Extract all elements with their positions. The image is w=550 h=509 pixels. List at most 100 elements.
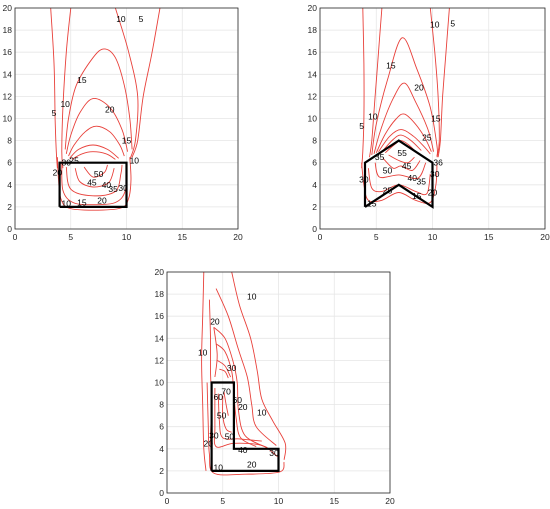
- contour-label: 5: [52, 108, 57, 118]
- y-tick-label: 20: [308, 3, 318, 13]
- y-tick-label: 16: [155, 311, 165, 321]
- contour-line-15: [64, 48, 133, 150]
- contour-line-10: [114, 7, 139, 160]
- contour-line-30: [213, 326, 268, 449]
- axes-box: [14, 7, 239, 230]
- contour-label: 15: [386, 60, 396, 70]
- x-tick-label: 20: [540, 232, 550, 242]
- contour-label: 5: [359, 121, 364, 131]
- contour-label: 50: [383, 165, 393, 175]
- contour-line-30: [378, 129, 431, 155]
- contour-line-60: [219, 368, 229, 379]
- contour-label: 20: [238, 402, 248, 412]
- contour-label: 10: [214, 463, 224, 473]
- contour-label: 30: [269, 448, 279, 458]
- contour-label: 30: [359, 174, 369, 184]
- contour-line-20: [373, 82, 435, 155]
- contour-line-5: [437, 7, 450, 158]
- shape-outline: [58, 161, 128, 208]
- y-tick-label: 4: [7, 180, 12, 190]
- contour-line-5: [131, 7, 161, 158]
- y-tick-label: 14: [155, 333, 165, 343]
- contour-label: 10: [247, 291, 257, 301]
- contour-line-10: [201, 271, 207, 471]
- y-tick-label: 2: [159, 466, 164, 476]
- contour-line-35: [65, 164, 123, 197]
- x-tick-label: 0: [13, 232, 18, 242]
- contour-label: 35: [417, 176, 427, 186]
- y-tick-label: 2: [312, 202, 317, 212]
- contour-label: 10: [62, 199, 72, 209]
- contour-line-50: [388, 154, 415, 164]
- contour-label: 60: [233, 395, 243, 405]
- x-tick-label: 10: [122, 232, 132, 242]
- contour-label: 60: [214, 392, 224, 402]
- contour-label: 20: [247, 459, 257, 469]
- contour-line-40: [217, 393, 262, 442]
- x-tick-label: 10: [428, 232, 438, 242]
- y-tick-label: 12: [308, 91, 318, 101]
- y-tick-label: 20: [155, 267, 165, 277]
- contour-line-35: [71, 151, 116, 160]
- contour-label: 50: [94, 169, 104, 179]
- contour-label: 10: [368, 111, 378, 121]
- contour-label: 35: [375, 152, 385, 162]
- contour-label: 25: [422, 132, 432, 142]
- contour-line-50: [83, 164, 108, 178]
- contour-label: 10: [430, 20, 440, 30]
- shape-outline: [210, 381, 280, 472]
- contour-label: 25: [383, 185, 393, 195]
- contour-plot-rectangle: 5 10 15 10 5 20 15 10 30 25 20 50 45 40 35 30 20 15 10 0 5 10…: [0, 0, 250, 250]
- contour-label: 15: [77, 75, 87, 85]
- contour-label: 5: [139, 14, 144, 24]
- contour-label: 20: [428, 188, 438, 198]
- contour-line-35: [374, 162, 427, 180]
- contour-label: 10: [198, 348, 208, 358]
- contour-label: 10: [130, 155, 140, 165]
- contour-label: 20: [210, 317, 220, 327]
- y-tick-label: 4: [159, 444, 164, 454]
- contour-label: 50: [217, 411, 227, 421]
- contour-label: 50: [225, 432, 235, 442]
- y-tick-label: 14: [3, 69, 13, 79]
- contour-label: 5: [450, 18, 455, 28]
- contour-line-15: [371, 37, 438, 157]
- contour-label: 70: [221, 386, 231, 396]
- contour-label: 10: [60, 99, 70, 109]
- contour-label: 45: [402, 161, 412, 171]
- y-tick-label: 8: [7, 136, 12, 146]
- contour-label: 15: [367, 199, 377, 209]
- contour-label: 20: [204, 438, 214, 448]
- contour-label: 45: [87, 178, 97, 188]
- y-tick-label: 0: [159, 488, 164, 498]
- contour-line-45: [74, 168, 115, 188]
- y-tick-label: 10: [155, 378, 165, 388]
- contour-line-5: [361, 7, 365, 169]
- contour-label: 36: [433, 158, 443, 168]
- contour-line-20: [65, 98, 129, 154]
- contour-label: 25: [69, 155, 79, 165]
- y-tick-label: 4: [312, 180, 317, 190]
- contour-line-25: [68, 125, 125, 157]
- contour-label: 40: [238, 445, 248, 455]
- contour-label: 30: [209, 431, 219, 441]
- x-tick-label: 5: [220, 496, 225, 506]
- y-tick-label: 20: [3, 3, 13, 13]
- contour-label: 20: [414, 83, 424, 93]
- contour-line-5: [50, 7, 58, 169]
- contour-label: 15: [77, 197, 87, 207]
- contour-label: 20: [105, 105, 115, 115]
- axes-box: [166, 271, 391, 494]
- contour-line-10: [61, 7, 72, 169]
- contour-plot-chevron: 5 10 15 20 10 5 15 25 55 45 50 40 35 30 25 15 20 15 30 35 36…: [305, 0, 550, 250]
- y-tick-label: 0: [7, 224, 12, 234]
- contour-label: 15: [122, 136, 132, 146]
- y-tick-label: 16: [3, 47, 13, 57]
- shape-outline: [363, 139, 434, 209]
- y-tick-label: 18: [155, 289, 165, 299]
- y-tick-label: 6: [7, 158, 12, 168]
- y-tick-label: 18: [308, 25, 318, 35]
